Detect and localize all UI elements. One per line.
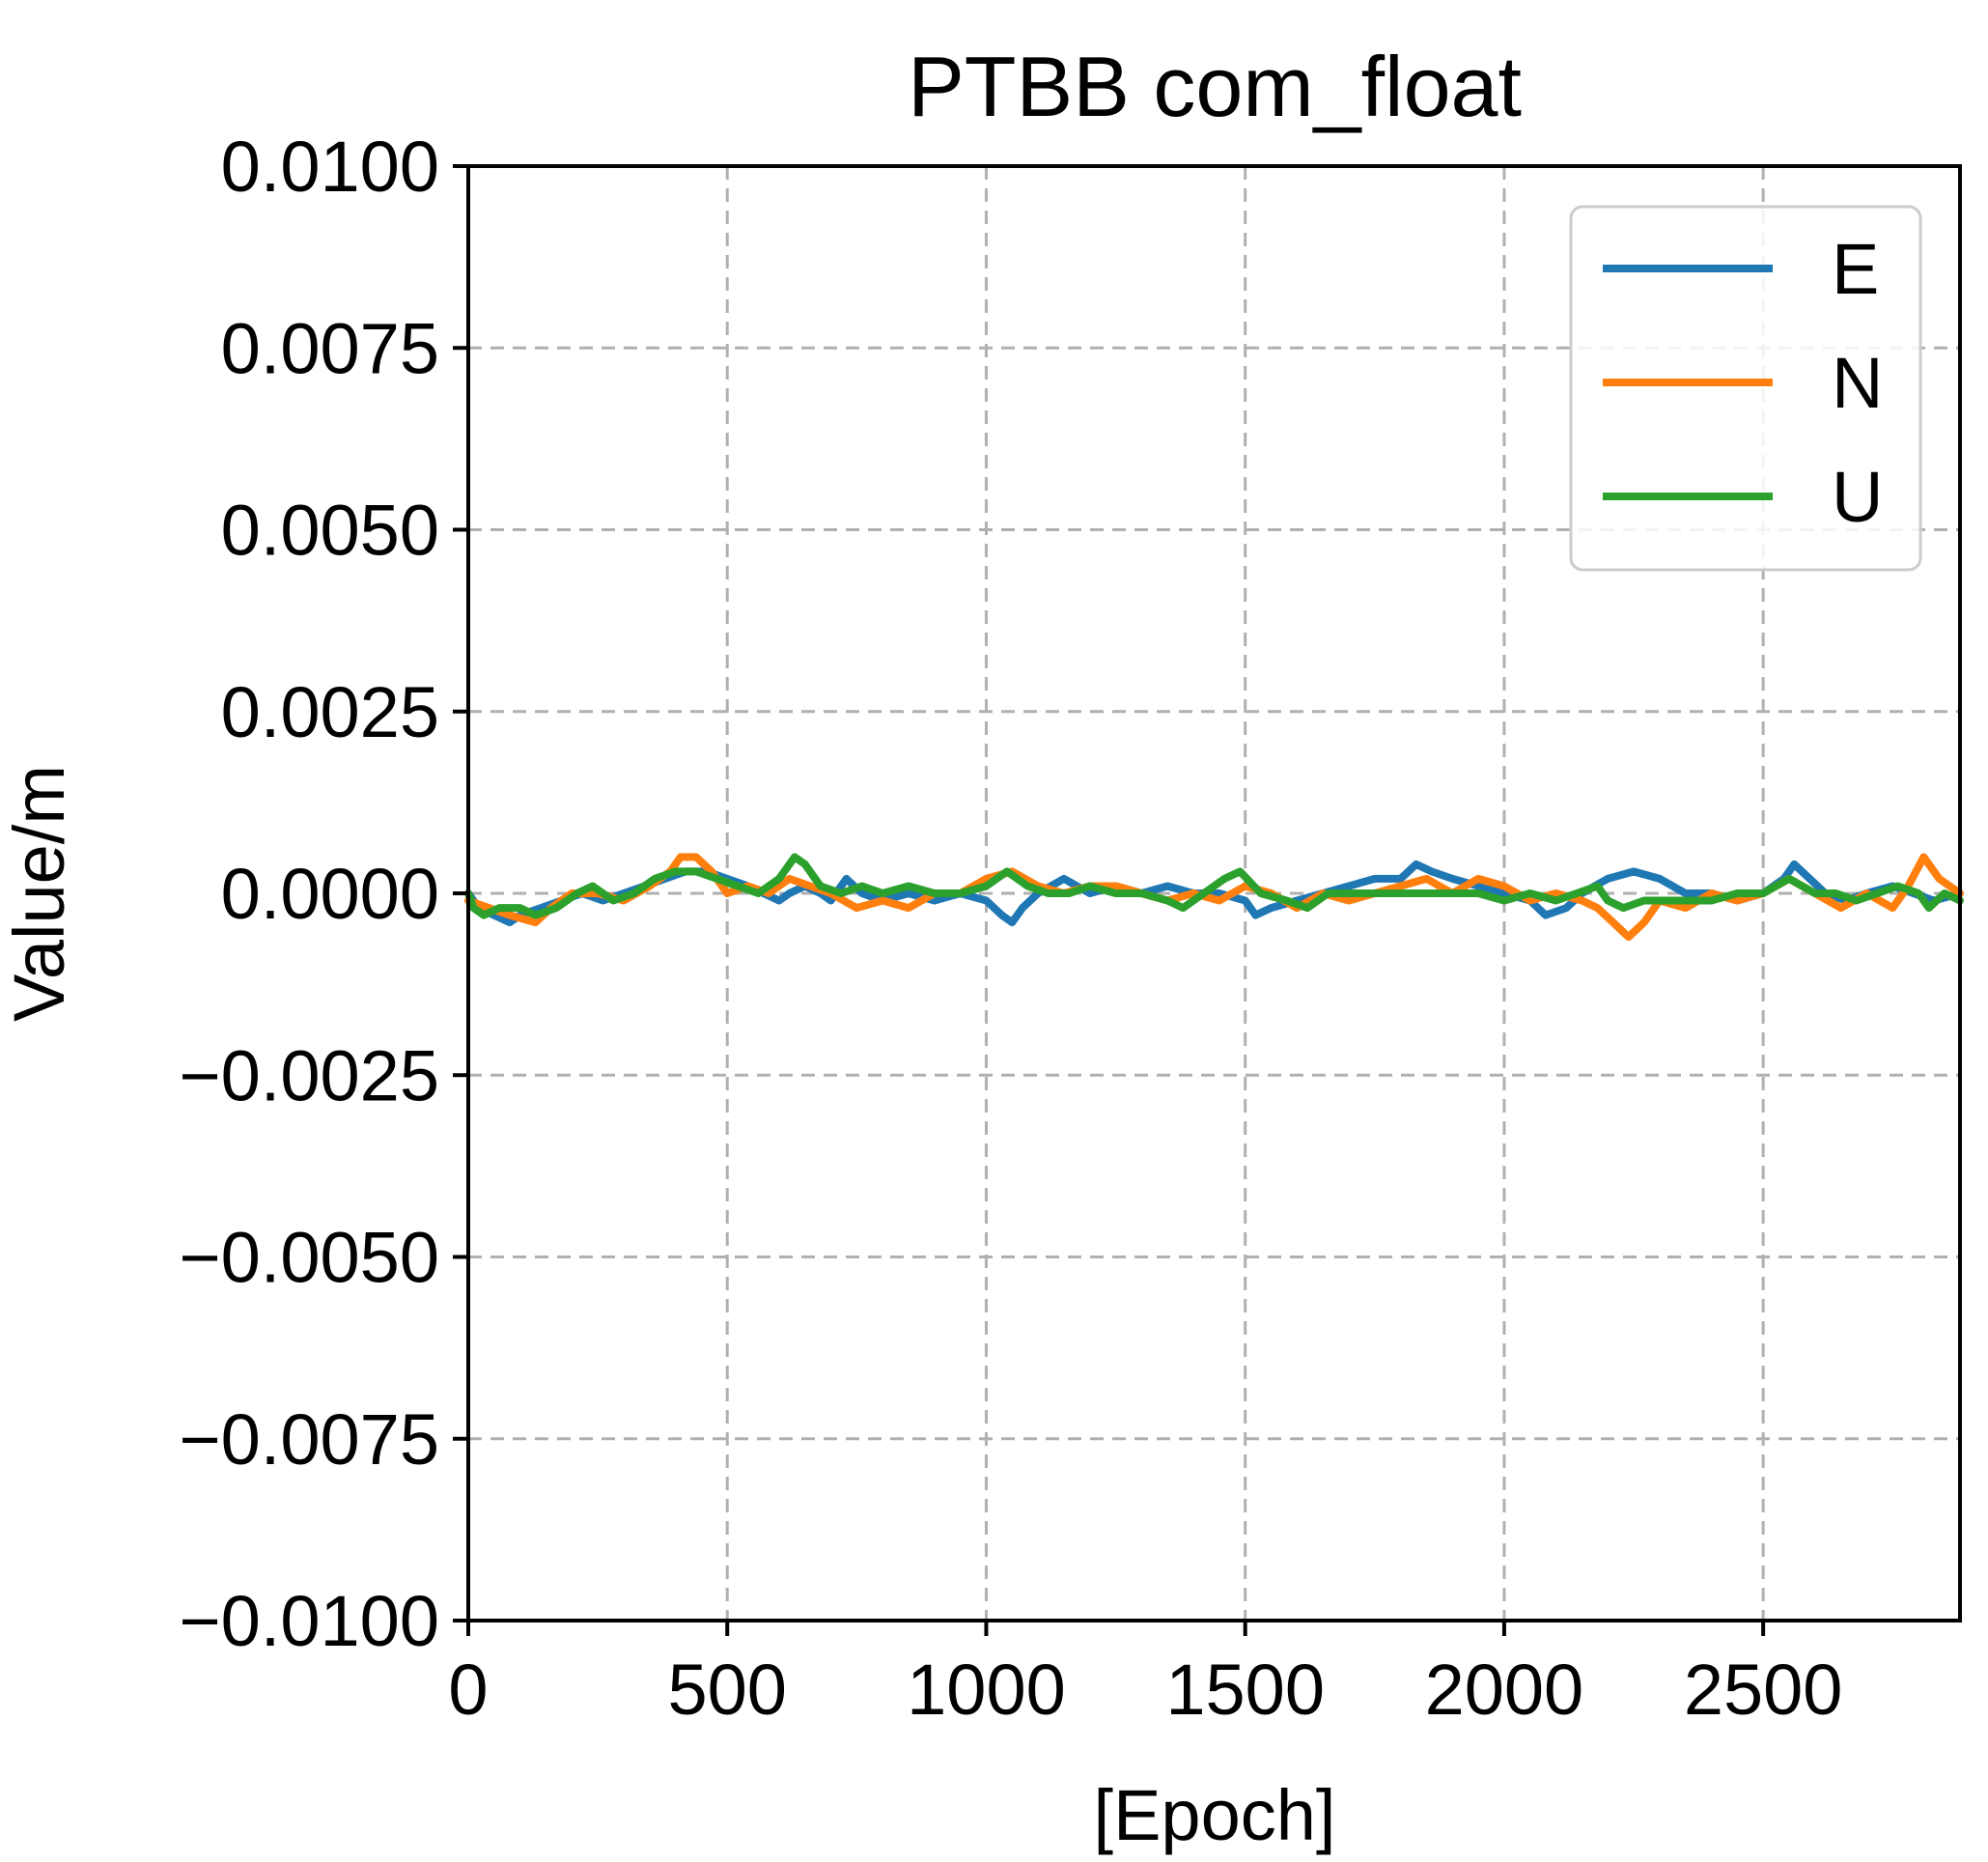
y-tick-label: 0.0050 bbox=[221, 491, 439, 571]
x-tick-label: 0 bbox=[448, 1650, 488, 1730]
y-tick-label: 0.0100 bbox=[221, 127, 439, 207]
series-line-n bbox=[464, 853, 1964, 942]
grid-layer bbox=[468, 166, 1960, 1621]
y-tick-label: −0.0025 bbox=[179, 1035, 439, 1115]
legend-entries: ENU bbox=[1603, 229, 1883, 537]
legend-label-u: U bbox=[1832, 457, 1883, 537]
y-tick-label: 0.0000 bbox=[221, 854, 439, 934]
legend-box bbox=[1569, 205, 1922, 572]
legend-label-e: E bbox=[1832, 229, 1879, 309]
legend-label-n: N bbox=[1832, 343, 1883, 423]
series-layer bbox=[464, 853, 1964, 942]
legend: ENU bbox=[1569, 205, 1922, 572]
x-tick-label: 500 bbox=[667, 1650, 786, 1730]
y-tick-label: 0.0025 bbox=[221, 672, 439, 752]
chart-title: PTBB com_float bbox=[908, 39, 1522, 134]
series-line-u bbox=[464, 853, 1964, 919]
x-tick-label: 2000 bbox=[1425, 1650, 1584, 1730]
x-axis-title: [Epoch] bbox=[1094, 1775, 1336, 1855]
y-axis-title: Value/m bbox=[0, 765, 79, 1022]
x-tick-label: 1000 bbox=[907, 1650, 1066, 1730]
y-tick-label: 0.0075 bbox=[221, 308, 439, 388]
y-axis-ticks: 0.0100 0.0075 0.0050 0.0025 0.0000 −0.0025 −0.… bbox=[179, 127, 468, 1661]
y-tick-label: −0.0075 bbox=[179, 1399, 439, 1480]
y-tick-label: −0.0100 bbox=[179, 1581, 439, 1661]
x-tick-label: 2500 bbox=[1684, 1650, 1843, 1730]
y-tick-label: −0.0050 bbox=[179, 1218, 439, 1298]
x-axis-ticks: 0 500 1000 1500 2000 2500 bbox=[448, 1621, 1842, 1730]
x-tick-label: 1500 bbox=[1165, 1650, 1325, 1730]
